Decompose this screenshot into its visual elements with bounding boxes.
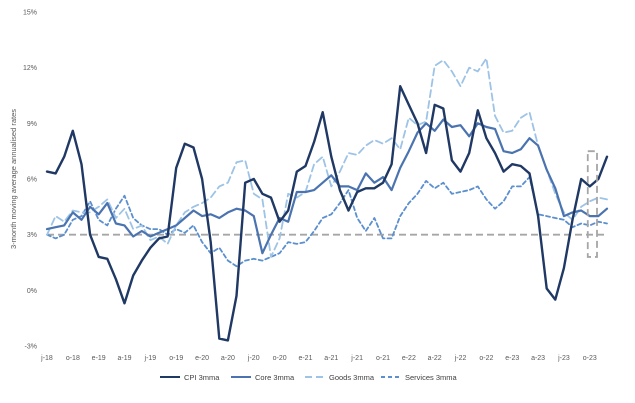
y-tick-label: 0% [27,288,37,295]
x-tick-label: a-22 [428,355,442,362]
legend-label: Services 3mma [405,373,458,382]
series-line-core [45,118,609,255]
series-line-services [46,176,608,268]
x-tick-label: e-22 [402,355,416,362]
x-tick-label: a-20 [221,355,235,362]
x-tick-label: a-19 [118,355,132,362]
x-tick-label: o-23 [583,355,597,362]
highlight-layer [586,150,598,258]
y-axis: -3% 0% 3% 6% 9% 12% 15% [23,10,37,351]
x-tick-label: j-19 [144,355,157,362]
x-tick-label: o-19 [169,355,183,362]
legend: CPI 3mma Core 3mma Goods 3mma Services 3mma [160,373,458,382]
x-tick-label: j-23 [557,355,570,362]
y-tick-label: 12% [23,65,37,72]
y-tick-label: 15% [23,10,37,17]
y-tick-label: -3% [25,344,37,351]
x-tick-label: e-23 [505,355,519,362]
series-layer [45,57,609,342]
y-tick-label: 6% [27,177,37,184]
x-tick-label: e-21 [298,355,312,362]
y-axis-label: 3-month moving average annualised rates [9,109,18,249]
legend-label: Core 3mma [255,373,295,382]
x-tick-label: o-20 [273,355,287,362]
x-tick-label: j-20 [247,355,260,362]
highlight-box [586,150,598,258]
x-axis: j-18 o-18 e-19 a-19 j-19 o-19 e-20 a-20 j-20 o-20… [40,355,597,362]
series-line-goods [46,57,608,258]
x-tick-label: j-21 [350,355,363,362]
x-tick-label: e-19 [92,355,106,362]
x-tick-label: o-22 [479,355,493,362]
x-tick-label: j-22 [454,355,467,362]
x-tick-label: o-18 [66,355,80,362]
legend-label: CPI 3mma [184,373,220,382]
x-tick-label: j-18 [40,355,53,362]
x-tick-label: o-21 [376,355,390,362]
legend-label: Goods 3mma [329,373,375,382]
x-tick-label: a-21 [324,355,338,362]
series-line-cpi [45,84,609,342]
x-tick-label: a-23 [531,355,545,362]
y-tick-label: 9% [27,121,37,128]
y-tick-label: 3% [27,232,37,239]
x-tick-label: e-20 [195,355,209,362]
